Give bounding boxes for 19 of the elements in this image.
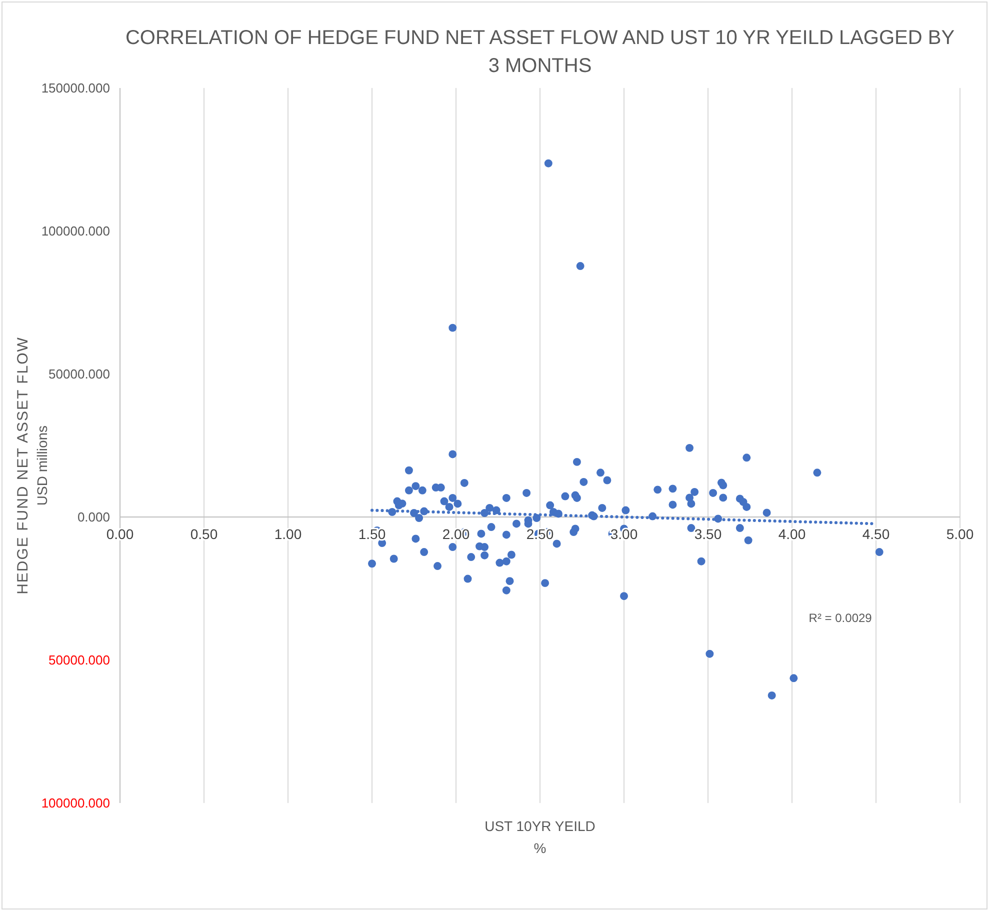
x-tick-label: 5.00 [946, 526, 974, 542]
x-tick-label: 3.50 [694, 526, 722, 542]
y-tick-label: 150000.000 [41, 80, 110, 96]
y-tick-label: 50000.000 [48, 652, 110, 668]
x-tick-label: 4.50 [862, 526, 890, 542]
chart-title: CORRELATION OF HEDGE FUND NET ASSET FLOW AND UST 10 YR YEILD LAGGED BY 3 MONTHS [125, 27, 955, 77]
x-tick-label: 1.00 [274, 526, 302, 542]
y-tick-label: 0.000 [77, 510, 110, 525]
x-tick-label: 0.00 [106, 526, 134, 542]
y-tick-label: 50000.000 [48, 366, 110, 382]
x-axis-title: UST 10YR YEILD % [484, 818, 596, 856]
y-tick-label: 100000.000 [41, 796, 110, 811]
y-axis-title: HEDGE FUND NET ASSET FLOW USD millions [14, 336, 50, 594]
y-tick-label: 100000.000 [41, 224, 110, 239]
x-tick-label: 4.00 [778, 526, 806, 542]
x-tick-label: 0.50 [190, 526, 218, 542]
x-tick-label: 2.00 [442, 526, 470, 542]
annotation: R² = 0.0029 [808, 611, 872, 625]
x-tick-label: 1.50 [358, 526, 386, 542]
